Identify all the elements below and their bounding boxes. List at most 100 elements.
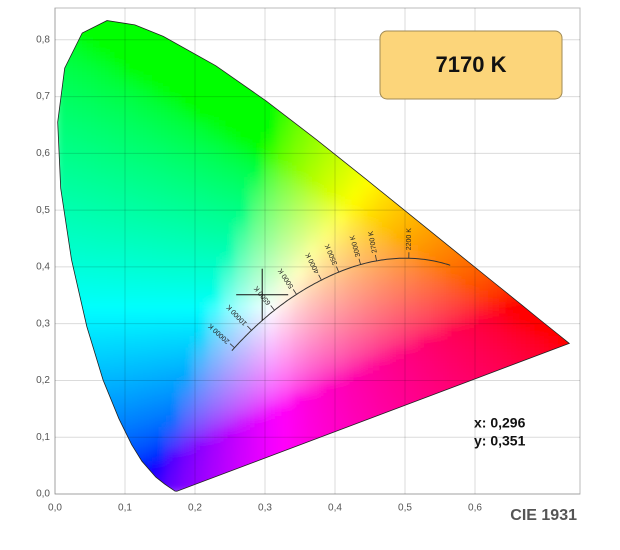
color-cell [320,163,336,178]
color-cell [418,231,434,246]
color-cell [96,277,112,291]
color-cell [82,95,98,109]
color-cell [460,356,476,371]
color-cell [320,288,336,302]
color-cell [474,277,490,291]
color-cell [320,265,336,280]
color-cell [488,356,504,371]
color-cell [152,288,168,302]
color-cell [124,413,140,427]
color-cell [432,277,448,291]
color-cell [68,186,84,200]
color-cell [124,311,140,325]
color-cell [404,288,420,302]
color-cell [208,140,224,155]
color-cell [110,299,126,314]
color-cell [110,72,126,87]
color-cell [278,402,294,416]
color-cell [138,61,154,75]
color-cell [152,129,168,143]
y-tick-label: 0,6 [36,148,50,159]
color-cell [82,38,98,53]
color-cell [348,231,364,246]
color-cell [516,311,532,325]
color-cell [306,140,322,155]
color-cell [138,152,154,166]
color-cell [502,334,518,348]
color-cell [152,424,168,439]
color-cell [180,84,196,98]
color-cell [404,334,420,348]
color-cell [376,379,392,393]
color-cell [124,277,140,291]
color-cell [320,311,336,325]
color-cell [96,311,112,325]
color-cell [138,447,154,461]
color-cell [236,231,252,246]
color-cell [404,243,420,257]
color-cell [152,334,168,348]
color-cell [432,322,448,337]
color-cell [208,152,224,166]
color-cell [124,288,140,302]
color-cell [292,402,308,416]
color-cell [320,220,336,234]
color-cell [334,368,350,382]
color-cell [320,368,336,382]
color-cell [82,61,98,75]
color-cell [306,424,322,439]
color-cell [82,106,98,121]
color-cell [166,311,182,325]
color-cell [460,334,476,348]
color-cell [180,424,196,439]
color-cell [194,356,210,371]
color-cell [166,447,182,461]
x-tick-label: 0,1 [118,503,132,514]
color-cell [194,95,210,109]
color-cell [180,175,196,189]
color-cell [320,175,336,189]
color-cell [152,254,168,268]
color-cell [306,413,322,427]
color-cell [166,436,182,450]
color-cell [460,368,476,382]
color-cell [222,95,238,109]
color-cell [362,322,378,337]
color-cell [376,299,392,314]
color-cell [138,140,154,155]
color-cell [306,368,322,382]
x-tick-label: 0,0 [48,503,62,514]
color-cell [306,163,322,178]
color-cell [320,402,336,416]
color-cell [376,265,392,280]
color-cell [320,322,336,337]
color-cell [208,220,224,234]
color-cell [166,356,182,371]
color-cell [166,106,182,121]
color-cell [166,470,182,484]
color-cell [194,311,210,325]
color-cell [292,129,308,143]
color-cell [404,368,420,382]
color-cell [222,84,238,98]
color-cell [460,322,476,337]
color-cell [180,209,196,223]
color-cell [180,106,196,121]
y-tick-label: 0,0 [36,489,50,500]
color-cell [110,20,126,30]
color-cell [278,379,294,393]
color-cell [96,27,112,41]
color-cell [166,390,182,405]
color-cell [502,322,518,337]
color-cell [320,390,336,405]
color-cell [208,118,224,132]
color-cell [362,345,378,359]
color-cell [320,356,336,371]
color-cell [264,436,280,450]
color-cell [166,458,182,473]
color-cell [96,38,112,53]
color-cell [278,356,294,371]
color-cell [152,345,168,359]
color-cell [516,345,532,359]
